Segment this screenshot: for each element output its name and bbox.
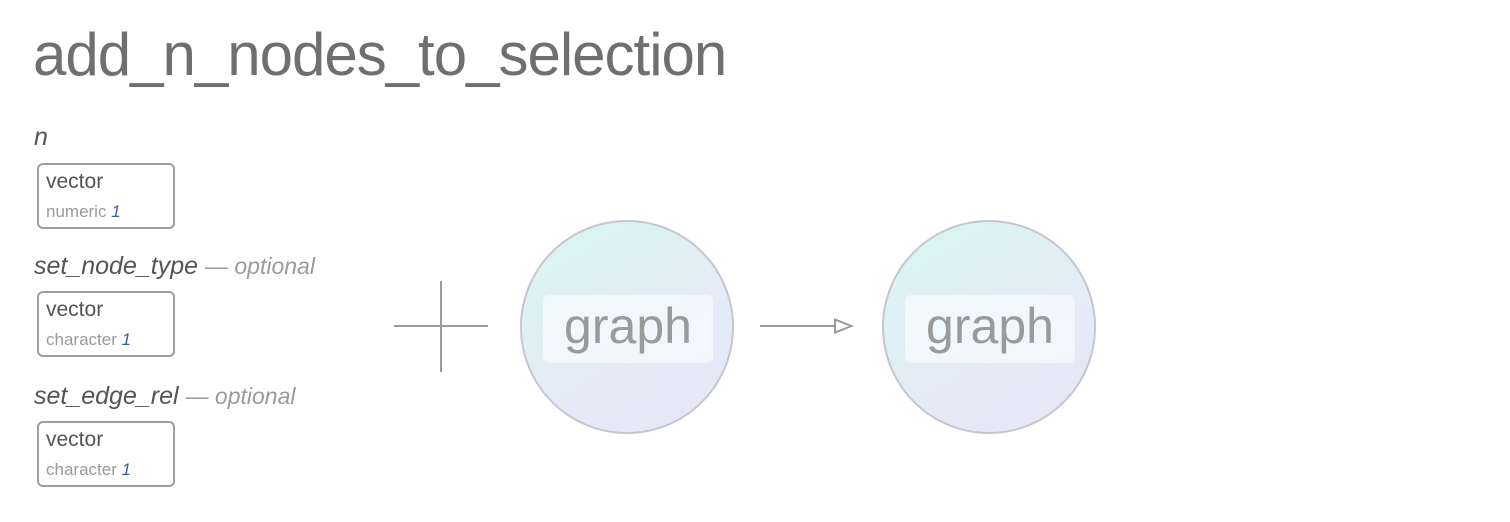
subtype-text: character [46, 330, 117, 349]
function-title: add_n_nodes_to_selection [33, 21, 727, 88]
plus-horizontal-stroke [394, 325, 488, 327]
param-name-text: n [34, 123, 48, 151]
input-graph-label: graph [543, 295, 713, 363]
input-graph-node: graph [520, 220, 734, 434]
subtype-label: numeric 1 [46, 202, 121, 222]
param-name-text: set_node_type [34, 252, 199, 280]
length-value: 1 [121, 330, 132, 349]
param-name-text: set_edge_rel [34, 382, 179, 410]
arrow-head [834, 318, 854, 334]
type-label: vector [46, 170, 104, 193]
param-set-edge-rel-type-box: vector character 1 [37, 421, 175, 487]
param-set-edge-rel-name: set_edge_rel — optional [34, 381, 295, 411]
subtype-text: character [46, 460, 117, 479]
param-set-node-type-type-box: vector character 1 [37, 291, 175, 357]
subtype-label: character 1 [46, 330, 131, 350]
subtype-text: numeric [46, 202, 107, 221]
param-n-type-box: vector numeric 1 [37, 163, 175, 229]
subtype-label: character 1 [46, 460, 131, 480]
arrow-shaft [760, 325, 840, 327]
optional-tag: — optional [185, 383, 296, 409]
output-graph-label: graph [905, 295, 1075, 363]
type-label: vector [46, 298, 104, 321]
param-set-node-type-name: set_node_type — optional [34, 251, 315, 281]
param-n-name: n [34, 122, 48, 152]
optional-tag: — optional [204, 253, 315, 279]
type-label: vector [46, 428, 104, 451]
length-value: 1 [121, 460, 132, 479]
output-graph-node: graph [882, 220, 1096, 434]
length-value: 1 [111, 202, 121, 221]
